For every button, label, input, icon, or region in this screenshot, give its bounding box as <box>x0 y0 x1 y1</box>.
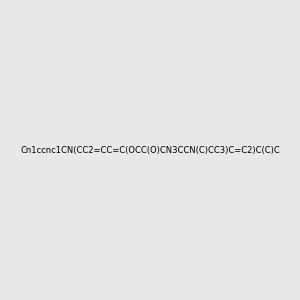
Text: Cn1ccnc1CN(CC2=CC=C(OCC(O)CN3CCN(C)CC3)C=C2)C(C)C: Cn1ccnc1CN(CC2=CC=C(OCC(O)CN3CCN(C)CC3)C… <box>20 146 280 154</box>
